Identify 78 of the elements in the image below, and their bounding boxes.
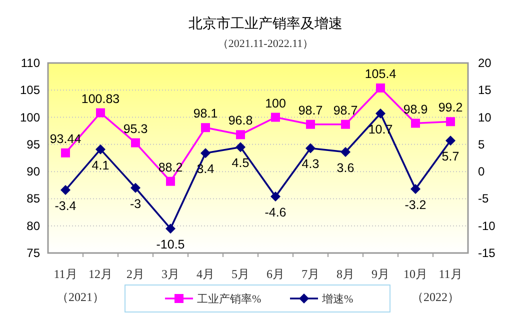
text: （2021）: [56, 290, 104, 304]
x-tick-label: 7月: [302, 267, 320, 281]
y2-tick-label: -10: [478, 218, 496, 233]
y2-tick-label: -5: [478, 192, 489, 206]
point: [341, 120, 350, 129]
point: [411, 118, 420, 128]
text: （2022）: [412, 290, 460, 304]
legend-label: 工业产销率%: [197, 292, 262, 306]
data-label: -3: [130, 196, 142, 211]
y-tick-label: 105: [20, 83, 40, 98]
data-label: 100: [265, 96, 286, 110]
x-tick-label: 11月: [438, 267, 462, 281]
point: [130, 182, 140, 193]
point: [61, 148, 70, 158]
point: [166, 224, 176, 234]
x-tick-label: 3月: [162, 267, 180, 281]
x-tick-label: 4月: [196, 267, 214, 281]
x-tick-label: 12月: [88, 267, 112, 281]
data-label: 98.7: [333, 103, 358, 118]
data-label: 98.1: [193, 106, 218, 121]
point: [200, 148, 210, 158]
data-label: 96.8: [228, 114, 253, 128]
chart-subtitle: （2021.11-2022.11）: [217, 38, 314, 50]
y2-tick-label: 10: [478, 110, 492, 124]
data-label: -10.5: [156, 238, 185, 252]
data-label: -4.6: [264, 206, 286, 220]
data-label: 105.4: [364, 66, 396, 81]
point: [236, 130, 245, 140]
point: [166, 176, 175, 186]
point: [270, 192, 280, 202]
y2-tick-label: 20: [478, 56, 492, 70]
data-label: 95.3: [123, 122, 148, 136]
point: [376, 83, 385, 92]
point: [306, 120, 315, 129]
point: [340, 147, 350, 158]
data-label: 98.7: [298, 103, 323, 118]
y-tick-label: 95: [26, 137, 40, 152]
data-label: 4.1: [92, 158, 110, 172]
y2-tick-label: 0: [478, 164, 485, 179]
point: [446, 117, 455, 126]
point: [446, 136, 456, 146]
x-tick-label: 5月: [232, 267, 250, 281]
x-tick-label: 6月: [266, 267, 284, 281]
y-tick-label: 75: [26, 246, 40, 260]
legend-label: 增速%: [321, 292, 354, 306]
x-tick-label: 11月: [54, 267, 78, 281]
point: [236, 142, 246, 152]
y-tick-label: 80: [26, 218, 40, 233]
y-tick-label: 85: [26, 192, 40, 206]
y-tick-label: 110: [20, 56, 40, 70]
data-label: 4.5: [232, 156, 250, 170]
y2-tick-label: -15: [478, 246, 496, 260]
point: [376, 108, 386, 118]
point: [60, 185, 70, 196]
point: [410, 184, 420, 194]
data-label: 5.7: [442, 150, 460, 164]
y-tick-label: 100: [20, 110, 40, 124]
x-tick-label: 2月: [126, 267, 144, 281]
data-label: 100.83: [81, 92, 120, 106]
y-tick-label: 90: [26, 164, 40, 179]
point: [306, 143, 316, 154]
data-label: 4.3: [302, 157, 320, 172]
y2-tick-label: 15: [478, 83, 492, 98]
x-tick-label: 8月: [336, 267, 354, 281]
point: [131, 138, 140, 148]
point: [96, 108, 105, 118]
data-label: 99.2: [438, 100, 463, 115]
data-label: -3.4: [54, 199, 76, 214]
point: [271, 112, 280, 122]
x-tick-label: 9月: [372, 267, 390, 281]
data-label: 3.6: [336, 161, 354, 176]
point: [96, 144, 106, 154]
chart-title: 北京市工业产销率及增速: [188, 15, 342, 31]
y2-tick-label: 5: [478, 137, 485, 152]
data-label: -3.2: [404, 198, 426, 212]
point: [201, 123, 210, 132]
data-label: 98.9: [403, 102, 428, 116]
x-tick-label: 10月: [404, 267, 428, 281]
